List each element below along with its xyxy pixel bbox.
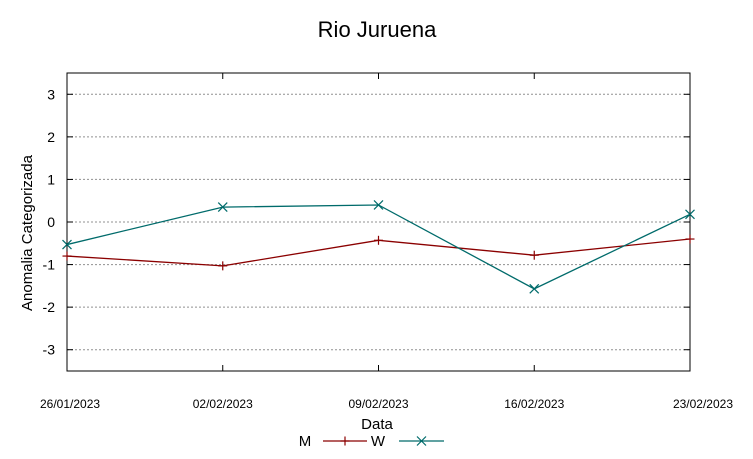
y-tick-label: 1 <box>47 171 55 187</box>
data-point-marker <box>62 239 72 250</box>
y-tick-label: 2 <box>47 129 55 145</box>
legend-label-m: M <box>299 433 312 450</box>
data-point-marker <box>529 283 540 294</box>
chart-title: Rio Juruena <box>318 17 437 42</box>
x-tick-label: 16/02/2023 <box>504 397 564 411</box>
series-group <box>62 200 695 294</box>
series-line-w <box>66 204 691 290</box>
data-point-marker <box>685 209 695 220</box>
legend-label-w: W <box>371 433 386 450</box>
y-axis: 3 2 1 0 -1 -2 -3 <box>43 86 690 358</box>
data-point-marker <box>416 436 427 446</box>
y-tick-label: 3 <box>47 86 55 102</box>
data-point-marker <box>217 202 228 213</box>
x-tick-label: 23/02/2023 <box>673 397 733 411</box>
y-axis-label: Anomalia Categorizada <box>19 154 36 311</box>
y-tick-label: -3 <box>43 342 56 358</box>
x-tick-label: 26/01/2023 <box>40 397 100 411</box>
x-tick-label: 02/02/2023 <box>193 397 253 411</box>
y-tick-label: 0 <box>47 214 55 230</box>
y-tick-label: -1 <box>43 257 56 273</box>
y-tick-label: -2 <box>43 299 56 315</box>
x-axis: 26/01/2023 02/02/2023 09/02/2023 16/02/2023… <box>40 73 733 411</box>
x-tick-label: 09/02/2023 <box>348 397 408 411</box>
x-axis-label: Data <box>361 416 393 433</box>
data-point-marker <box>373 200 384 210</box>
